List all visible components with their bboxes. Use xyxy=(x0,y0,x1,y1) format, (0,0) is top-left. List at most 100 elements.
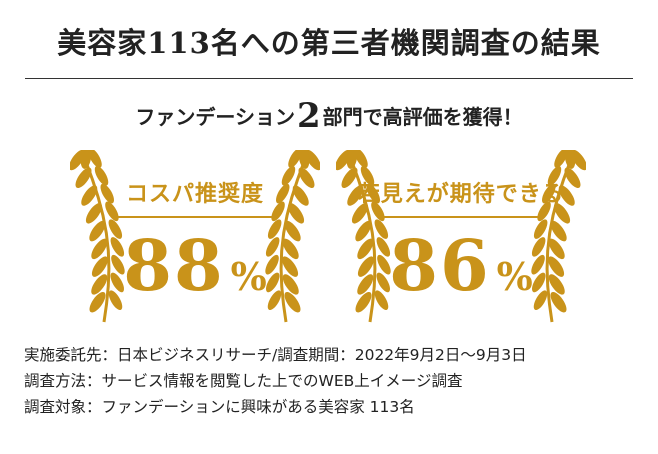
award-percent-sign: % xyxy=(230,254,267,299)
laurel-leaf xyxy=(548,274,565,295)
award-percentage: 86 xyxy=(389,224,491,307)
laurel-leaf xyxy=(282,256,299,277)
laurel-leaf xyxy=(570,150,586,171)
subtitle: ファンデーション2 部門で高評価を獲得！ xyxy=(0,96,658,136)
laurel-leaf xyxy=(533,219,548,239)
laurel-leaf xyxy=(550,220,567,242)
award-label: コスパ推奨度 xyxy=(125,181,264,207)
laurel-leaf xyxy=(265,237,280,257)
laurel-leaf xyxy=(85,203,102,224)
laurel-leaf xyxy=(357,256,374,277)
laurel-leaf xyxy=(377,254,391,275)
laurel-leaf xyxy=(376,272,390,293)
laurel-leaf xyxy=(89,291,106,313)
award-percentage: 88 xyxy=(123,224,225,307)
laurel-leaf xyxy=(284,220,301,242)
laurel-leaf xyxy=(267,290,282,311)
laurel-leaf xyxy=(554,203,571,224)
survey-notes: 実施委託先：日本ビジネスリサーチ/調査期間：2022年9月2日〜9月3日 調査方… xyxy=(24,342,644,420)
laurel-leaf xyxy=(288,203,305,224)
page-title: 美容家113名への第三者機関調査の結果 xyxy=(57,26,601,60)
laurel-leaf xyxy=(542,183,556,204)
laurel-leaf xyxy=(70,150,86,171)
laurel-leaf xyxy=(91,274,108,295)
award-percent-sign: % xyxy=(496,254,533,299)
laurel-leaf xyxy=(89,220,106,242)
laurel-leaf xyxy=(548,256,565,277)
laurel-leaf xyxy=(371,201,385,222)
award-divider xyxy=(118,216,272,218)
laurel-leaf xyxy=(304,150,320,171)
laurel-leaf xyxy=(75,167,92,189)
laurel-leaf xyxy=(532,272,546,293)
title-divider xyxy=(25,78,633,79)
subtitle-number: 2 xyxy=(296,96,321,136)
laurel-leaf xyxy=(355,291,372,313)
laurel-leaf xyxy=(276,183,290,204)
award-cost-performance: コスパ推奨度 88% xyxy=(70,150,320,340)
laurel-leaf xyxy=(110,237,125,257)
award-value: 88% xyxy=(70,224,320,307)
laurel-leaf xyxy=(298,167,315,189)
note-line: 調査方法：サービス情報を閲覧した上でのWEB上イメージ調査 xyxy=(24,372,463,390)
laurel-leaf xyxy=(80,150,92,169)
laurel-leaf xyxy=(374,290,389,311)
laurel-leaf xyxy=(354,150,368,168)
laurel-leaf xyxy=(564,167,581,189)
laurel-leaf xyxy=(267,219,282,239)
laurel-leaf xyxy=(346,150,358,169)
laurel-leaf xyxy=(366,183,380,204)
laurel-leaf xyxy=(284,291,301,313)
laurel-leaf xyxy=(281,165,296,186)
laurel-leaf xyxy=(355,220,372,242)
laurel-leaf xyxy=(564,150,576,169)
laurel-leaf xyxy=(336,150,352,171)
award-value: 86% xyxy=(336,224,586,307)
laurel-leaf xyxy=(292,185,309,206)
laurel-leaf xyxy=(351,203,368,224)
laurel-leaf xyxy=(357,274,374,295)
laurel-leaf xyxy=(266,272,280,293)
note-line: 実施委託先：日本ビジネスリサーチ/調査期間：2022年9月2日〜9月3日 xyxy=(24,346,527,364)
laurel-leaf xyxy=(94,165,109,186)
laurel-leaf xyxy=(91,256,108,277)
note-line: 調査対象：ファンデーションに興味がある美容家 113名 xyxy=(24,398,415,416)
laurel-leaf xyxy=(282,238,299,260)
laurel-leaf xyxy=(550,291,567,313)
laurel-leaf xyxy=(282,274,299,295)
laurel-leaf xyxy=(108,219,123,239)
laurel-leaf xyxy=(547,165,562,186)
laurel-leaf xyxy=(91,238,108,260)
award-younger-look: 若見えが期待できる 86% xyxy=(336,150,586,340)
laurel-leaf xyxy=(81,185,98,206)
subtitle-prefix: ファンデーション xyxy=(135,105,295,129)
laurel-leaf xyxy=(376,237,391,257)
laurel-leaf xyxy=(357,238,374,260)
laurel-leaf xyxy=(265,254,279,275)
award-label: 若見えが期待できる xyxy=(357,181,565,207)
laurel-leaf xyxy=(531,237,546,257)
laurel-leaf xyxy=(558,185,575,206)
laurel-leaf xyxy=(548,238,565,260)
laurel-leaf xyxy=(537,201,551,222)
laurel-leaf xyxy=(111,254,125,275)
subtitle-suffix: 部門で高評価を獲得！ xyxy=(322,105,523,129)
laurel-leaf xyxy=(271,201,285,222)
laurel-wreath-icon xyxy=(70,150,320,323)
laurel-leaf xyxy=(110,272,124,293)
laurel-leaf xyxy=(100,183,114,204)
laurel-leaf xyxy=(105,201,119,222)
laurel-leaf xyxy=(347,185,364,206)
laurel-leaf xyxy=(533,290,548,311)
laurel-leaf xyxy=(374,219,389,239)
laurel-leaf xyxy=(88,150,102,168)
laurel-leaf xyxy=(341,167,358,189)
laurel-leaf xyxy=(554,150,568,168)
laurel-leaf xyxy=(360,165,375,186)
laurel-leaf xyxy=(298,150,310,169)
laurel-leaf xyxy=(288,150,302,168)
laurel-leaf xyxy=(531,254,545,275)
laurel-wreath-icon xyxy=(336,150,586,323)
laurel-leaf xyxy=(108,290,123,311)
award-divider xyxy=(384,216,538,218)
